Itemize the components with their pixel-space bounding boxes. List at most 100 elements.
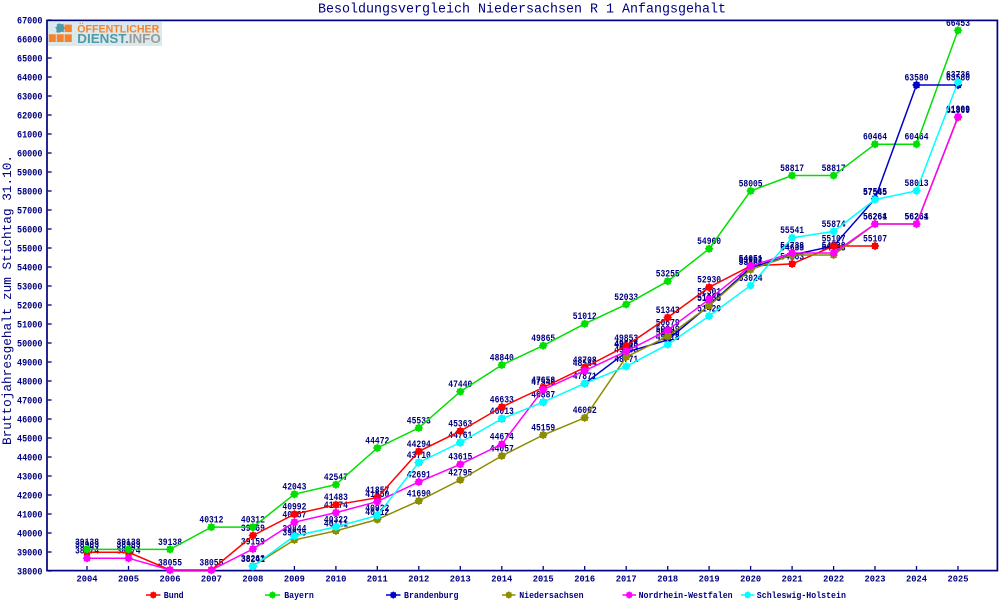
svg-text:47440: 47440 (448, 380, 472, 391)
svg-text:Bayern: Bayern (284, 590, 314, 600)
svg-text:50679: 50679 (656, 319, 680, 330)
svg-text:44761: 44761 (448, 431, 472, 442)
svg-text:40922: 40922 (365, 504, 389, 515)
svg-text:61869: 61869 (946, 106, 970, 117)
svg-text:47871: 47871 (573, 372, 597, 383)
svg-text:46000: 46000 (17, 415, 42, 426)
svg-text:43615: 43615 (448, 453, 472, 464)
svg-text:Schleswig-Holstein: Schleswig-Holstein (757, 590, 846, 600)
svg-text:2009: 2009 (284, 573, 305, 584)
svg-text:61909: 61909 (946, 105, 970, 116)
svg-text:55107: 55107 (822, 234, 846, 245)
svg-text:65000: 65000 (17, 54, 42, 65)
svg-text:38055: 38055 (158, 558, 182, 569)
svg-text:48000: 48000 (17, 377, 42, 388)
svg-text:55000: 55000 (17, 244, 42, 255)
svg-text:2021: 2021 (782, 573, 803, 584)
svg-text:63000: 63000 (17, 92, 42, 103)
svg-text:57000: 57000 (17, 206, 42, 217)
svg-text:2005: 2005 (118, 573, 139, 584)
svg-text:48708: 48708 (573, 356, 597, 367)
svg-text:49865: 49865 (531, 334, 555, 345)
svg-text:56261: 56261 (863, 212, 887, 223)
svg-text:38055: 38055 (199, 558, 223, 569)
svg-text:52033: 52033 (614, 293, 638, 304)
svg-text:42043: 42043 (282, 483, 306, 494)
svg-text:ÖFFENTLICHER: ÖFFENTLICHER (77, 23, 159, 36)
svg-text:46013: 46013 (490, 407, 514, 418)
svg-text:42547: 42547 (324, 473, 348, 484)
svg-text:56264: 56264 (905, 212, 929, 223)
svg-text:57545: 57545 (863, 188, 887, 199)
svg-text:2008: 2008 (242, 573, 263, 584)
svg-text:40322: 40322 (324, 515, 348, 526)
svg-text:56261: 56261 (905, 212, 929, 223)
svg-text:2019: 2019 (699, 573, 720, 584)
svg-text:46633: 46633 (490, 395, 514, 406)
svg-text:53255: 53255 (656, 270, 680, 281)
svg-text:39138: 39138 (158, 538, 182, 549)
svg-text:43710: 43710 (407, 451, 431, 462)
svg-text:2025: 2025 (948, 573, 969, 584)
svg-text:58013: 58013 (905, 179, 929, 190)
svg-text:44294: 44294 (407, 440, 431, 451)
svg-text:58005: 58005 (739, 179, 763, 190)
svg-text:54051: 54051 (739, 254, 763, 265)
svg-text:66000: 66000 (17, 35, 42, 46)
svg-text:44057: 44057 (490, 444, 514, 455)
svg-text:2018: 2018 (657, 573, 678, 584)
svg-text:45363: 45363 (448, 420, 472, 431)
svg-text:40312: 40312 (241, 516, 265, 527)
svg-text:Niedersachsen: Niedersachsen (519, 590, 584, 600)
svg-text:41483: 41483 (324, 493, 348, 504)
svg-text:2016: 2016 (574, 573, 595, 584)
svg-text:2022: 2022 (823, 573, 844, 584)
svg-text:39138: 39138 (117, 538, 141, 549)
svg-text:60464: 60464 (905, 133, 929, 144)
svg-text:62000: 62000 (17, 111, 42, 122)
svg-text:55107: 55107 (863, 234, 887, 245)
svg-text:54960: 54960 (697, 237, 721, 248)
svg-text:Bruttojahresgehalt zum Stichta: Bruttojahresgehalt zum Stichtag 31.10. (0, 155, 15, 445)
svg-text:47000: 47000 (17, 396, 42, 407)
svg-text:42000: 42000 (17, 491, 42, 502)
svg-text:2006: 2006 (160, 573, 181, 584)
svg-text:44674: 44674 (490, 433, 514, 444)
svg-text:45000: 45000 (17, 434, 42, 445)
svg-text:66453: 66453 (946, 19, 970, 30)
svg-text:Besoldungsvergleich Niedersach: Besoldungsvergleich Niedersachsen R 1 An… (318, 3, 726, 18)
svg-text:51012: 51012 (573, 312, 597, 323)
svg-text:60464: 60464 (863, 133, 887, 144)
svg-text:2015: 2015 (533, 573, 554, 584)
svg-text:44472: 44472 (365, 436, 389, 447)
svg-text:2014: 2014 (491, 573, 512, 584)
svg-text:52000: 52000 (17, 301, 42, 312)
svg-text:39138: 39138 (75, 538, 99, 549)
svg-text:50000: 50000 (17, 339, 42, 350)
svg-text:59000: 59000 (17, 168, 42, 179)
svg-text:2012: 2012 (408, 573, 429, 584)
svg-text:48840: 48840 (490, 353, 514, 364)
svg-text:58000: 58000 (17, 187, 42, 198)
svg-text:42691: 42691 (407, 470, 431, 481)
svg-text:38263: 38263 (241, 554, 265, 565)
svg-text:38241: 38241 (241, 555, 265, 566)
svg-text:51343: 51343 (656, 306, 680, 317)
svg-text:63736: 63736 (946, 70, 970, 81)
svg-text:53962: 53962 (739, 256, 763, 267)
svg-text:54000: 54000 (17, 263, 42, 274)
svg-text:41857: 41857 (365, 486, 389, 497)
svg-text:55541: 55541 (780, 226, 804, 237)
svg-text:45533: 45533 (407, 416, 431, 427)
svg-text:56000: 56000 (17, 225, 42, 236)
svg-text:64000: 64000 (17, 73, 42, 84)
svg-text:41690: 41690 (407, 489, 431, 500)
svg-text:2017: 2017 (616, 573, 637, 584)
svg-text:58817: 58817 (822, 164, 846, 175)
svg-text:61000: 61000 (17, 130, 42, 141)
svg-text:2020: 2020 (740, 573, 761, 584)
svg-text:Bund: Bund (164, 590, 184, 600)
svg-text:67000: 67000 (17, 16, 42, 27)
svg-text:46062: 46062 (573, 406, 597, 417)
svg-text:DIENST.INFO: DIENST.INFO (77, 31, 161, 46)
